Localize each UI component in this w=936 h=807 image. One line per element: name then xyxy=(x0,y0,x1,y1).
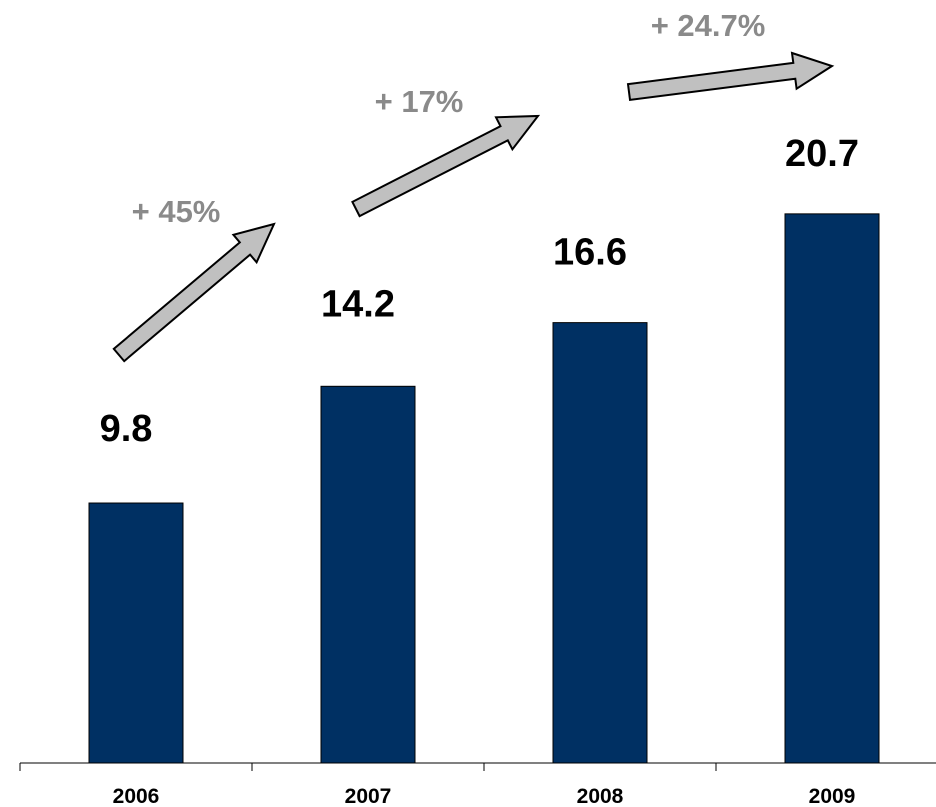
value-labels-group: 9.8 14.2 16.6 20.7 xyxy=(100,133,859,450)
x-tick-label-2007: 2007 xyxy=(345,785,392,807)
growth-label-2007-2008: + 17% xyxy=(375,84,464,119)
bar-2008 xyxy=(552,322,648,764)
x-tick-label-2006: 2006 xyxy=(113,785,160,807)
x-tick-label-2008: 2008 xyxy=(577,785,624,807)
value-label-2008: 16.6 xyxy=(553,232,627,274)
bar-2007 xyxy=(320,385,416,764)
value-label-2009: 20.7 xyxy=(785,133,859,175)
growth-label-2008-2009: + 24.7% xyxy=(651,8,766,43)
growth-label-2006-2007: + 45% xyxy=(132,194,221,229)
growth-labels-group: + 45% + 17% + 24.7% xyxy=(132,8,766,229)
growth-arrow-2007-2008 xyxy=(351,114,541,218)
bar-2006 xyxy=(88,502,184,764)
x-axis: 2006 2007 2008 2009 xyxy=(19,762,936,807)
growth-arrow-2006-2007 xyxy=(112,222,276,363)
growth-arrows-group xyxy=(112,51,835,363)
value-label-2006: 9.8 xyxy=(100,408,153,450)
value-label-2007: 14.2 xyxy=(321,283,395,325)
growth-arrow-2008-2009 xyxy=(626,51,835,102)
x-tick-label-2009: 2009 xyxy=(809,785,856,807)
bars-group xyxy=(88,213,880,764)
bar-2009 xyxy=(784,213,880,764)
